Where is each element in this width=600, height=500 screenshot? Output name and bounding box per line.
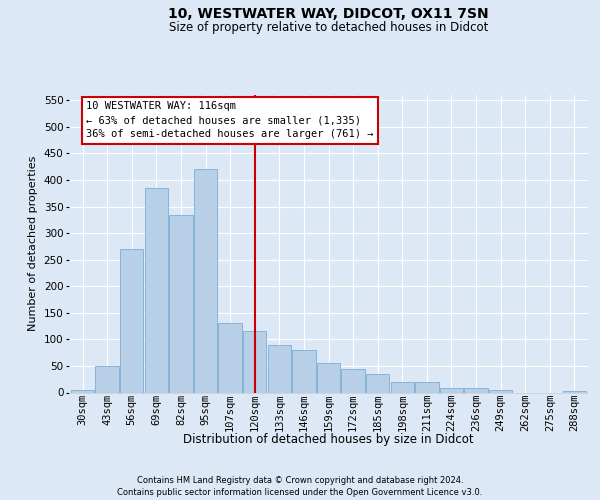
Bar bbox=[317, 364, 340, 392]
Bar bbox=[391, 382, 414, 392]
Bar bbox=[366, 374, 389, 392]
Bar bbox=[243, 332, 266, 392]
Text: 10 WESTWATER WAY: 116sqm
← 63% of detached houses are smaller (1,335)
36% of sem: 10 WESTWATER WAY: 116sqm ← 63% of detach… bbox=[86, 102, 374, 140]
Text: Contains public sector information licensed under the Open Government Licence v3: Contains public sector information licen… bbox=[118, 488, 482, 497]
Text: Size of property relative to detached houses in Didcot: Size of property relative to detached ho… bbox=[169, 21, 488, 34]
Y-axis label: Number of detached properties: Number of detached properties bbox=[28, 156, 38, 332]
Bar bbox=[563, 391, 586, 392]
Text: 10, WESTWATER WAY, DIDCOT, OX11 7SN: 10, WESTWATER WAY, DIDCOT, OX11 7SN bbox=[169, 8, 489, 22]
Text: Contains HM Land Registry data © Crown copyright and database right 2024.: Contains HM Land Registry data © Crown c… bbox=[137, 476, 463, 485]
Bar bbox=[169, 214, 193, 392]
Bar bbox=[120, 249, 143, 392]
Bar bbox=[464, 388, 488, 392]
Bar bbox=[194, 170, 217, 392]
Bar bbox=[489, 390, 512, 392]
Bar bbox=[145, 188, 168, 392]
Bar bbox=[71, 390, 94, 392]
Bar bbox=[292, 350, 316, 393]
Bar bbox=[440, 388, 463, 392]
Bar bbox=[415, 382, 439, 392]
Bar bbox=[95, 366, 119, 392]
Bar bbox=[341, 368, 365, 392]
Bar bbox=[218, 324, 242, 392]
Bar bbox=[268, 344, 291, 393]
Text: Distribution of detached houses by size in Didcot: Distribution of detached houses by size … bbox=[184, 432, 474, 446]
